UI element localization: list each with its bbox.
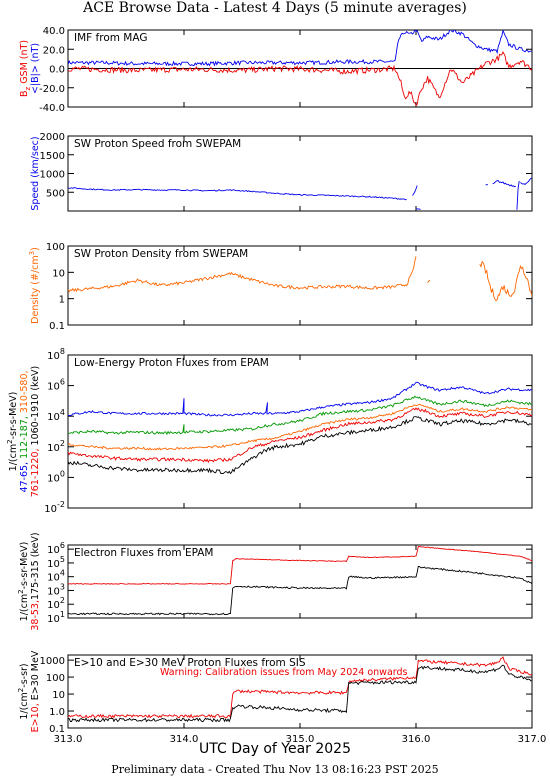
- y-tick-label: 104: [47, 408, 65, 423]
- x-tick-label: 313.0: [54, 734, 83, 745]
- x-tick-label: 316.0: [402, 734, 431, 745]
- y-tick-label: 105: [47, 555, 65, 570]
- footer-note: Preliminary data - Created Thu Nov 13 08…: [111, 763, 439, 776]
- series-line: [415, 208, 421, 210]
- y-tick-label: 106: [47, 541, 65, 556]
- y-tick-label: 102: [47, 596, 65, 611]
- y-tick-label: 100: [46, 242, 65, 253]
- series-line: [68, 256, 417, 293]
- y-tick-label: -40.0: [39, 103, 65, 114]
- x-tick-label: 317.0: [518, 734, 547, 745]
- series-line: [68, 416, 532, 475]
- panel-5: Electron Fluxes from EPAM 101102103104105…: [17, 532, 533, 631]
- panel-title: SW Proton Speed from SWEPAM: [74, 138, 241, 150]
- series-line: [68, 664, 532, 723]
- series-line: [68, 407, 532, 464]
- y-axis-label: E>10, E>30 MeV: [30, 650, 41, 732]
- x-tick-label: 315.0: [286, 734, 315, 745]
- panel-title: Electron Fluxes from EPAM: [74, 547, 213, 559]
- y-tick-label: 1000: [40, 656, 65, 667]
- y-tick-label: 0.0: [49, 65, 65, 76]
- panel-4: Low-Energy Proton Fluxes from EPAM 10-2 10…: [6, 347, 533, 515]
- warning-annotation: Warning: Calibration issues from May 202…: [160, 667, 408, 678]
- y-tick-label: -20.0: [39, 84, 65, 95]
- series-line: [68, 30, 532, 67]
- y-tick-label: 100: [47, 469, 65, 484]
- series-line: [479, 260, 532, 302]
- y-axis-label: 47-65, 112-187, 310-580,: [19, 370, 30, 492]
- y-tick-label: 102: [47, 439, 65, 454]
- series-line: [68, 656, 532, 720]
- y-tick-label: 20.0: [43, 45, 65, 56]
- y-tick-label: 0.1: [49, 724, 65, 735]
- y-tick-label: 106: [47, 378, 65, 393]
- y-tick-label: 108: [47, 347, 65, 362]
- panel-title: IMF from MAG: [74, 32, 148, 44]
- series-line: [68, 403, 532, 451]
- y-axis-label: 1/(cm2-s-sr-MeV): [17, 542, 30, 622]
- series-line: [68, 546, 532, 585]
- series-line: [492, 180, 516, 188]
- y-axis-label: Bz GSM (nT): [19, 40, 32, 97]
- y-axis-label: 38-53,175-315 (keV): [30, 532, 41, 630]
- y-tick-label: 40.0: [43, 26, 65, 37]
- y-tick-label: 103: [47, 582, 65, 597]
- series-line: [516, 180, 520, 210]
- y-axis-label: 761-1220, 1060-1910 (keV): [30, 366, 41, 498]
- y-axis-label: 1/(cm2-s-sr): [17, 663, 30, 719]
- panel-title: E>10 and E>30 MeV Proton Fluxes from SIS: [74, 657, 306, 669]
- y-tick-label: 500: [46, 188, 65, 199]
- panel-3: SW Proton Density from SWEPAM 0.1 1 10 100 De…: [28, 242, 533, 332]
- panel-6: E>10 and E>30 MeV Proton Fluxes from SIS…: [17, 650, 546, 745]
- series-line: [68, 565, 532, 616]
- y-tick-label: 1: [59, 295, 65, 306]
- series-line: [520, 177, 532, 185]
- y-tick-label: 100: [46, 673, 65, 684]
- x-axis-label: UTC Day of Year 2025: [199, 741, 351, 757]
- y-tick-label: 2000: [40, 132, 65, 143]
- series-line: [68, 187, 407, 201]
- y-axis-label: 1/(cm2-sr-s-MeV): [6, 392, 19, 472]
- y-tick-label: 10: [52, 690, 65, 701]
- y-axis-label: Speed (km/sec): [30, 136, 41, 210]
- page-title: ACE Browse Data - Latest 4 Days (5 minut…: [83, 0, 467, 16]
- y-tick-label: 1.0: [49, 707, 65, 718]
- series-line: [68, 395, 532, 436]
- y-axis-label: <|B|> (nT): [30, 43, 41, 94]
- y-tick-label: 104: [47, 569, 65, 584]
- y-axis-label: Density (#/cm3): [28, 247, 41, 324]
- x-tick-label: 314.0: [170, 734, 199, 745]
- panel-2: SW Proton Speed from SWEPAM 500 1000 1500 20…: [30, 132, 533, 212]
- y-tick-label: 10: [52, 268, 65, 279]
- y-tick-label: 101: [47, 610, 65, 625]
- y-tick-label: 1000: [40, 170, 65, 181]
- panel-title: Low-Energy Proton Fluxes from EPAM: [74, 357, 269, 369]
- panel-1: IMF from MAG -40.0 -20.0 0.0 20.0 40.0 Bz GSM …: [19, 26, 533, 114]
- y-tick-label: 10-2: [44, 500, 65, 515]
- y-tick-label: 0.1: [49, 321, 65, 332]
- y-tick-label: 1500: [40, 151, 65, 162]
- panel-title: SW Proton Density from SWEPAM: [74, 248, 248, 260]
- series-line: [412, 185, 418, 196]
- series-line: [68, 50, 532, 106]
- series-line: [427, 279, 431, 283]
- series-line: [68, 381, 532, 417]
